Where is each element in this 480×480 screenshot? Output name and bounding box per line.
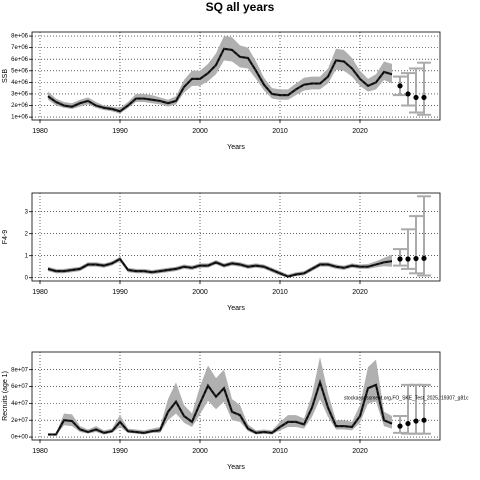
series-line-dash (48, 380, 393, 436)
y-tick-label: 3e+06 (11, 92, 29, 98)
confidence-band (48, 357, 392, 436)
forecast-point (397, 256, 403, 262)
forecast-point (421, 417, 427, 423)
y-tick-label: 0e+00 (11, 435, 29, 441)
forecast-point (405, 420, 411, 427)
y-tick-label: 3 (25, 209, 29, 215)
confidence-band (48, 36, 392, 114)
forecast-point (397, 83, 403, 89)
x-axis-label: Years (227, 305, 245, 312)
y-tick-label: 4e+06 (11, 80, 29, 86)
y-tick-label: 5e+06 (11, 68, 29, 74)
forecast-point (405, 256, 411, 262)
x-tick-label: 1980 (32, 289, 48, 296)
series-line-dash (47, 258, 393, 278)
plot-frame (31, 31, 441, 121)
y-tick-label: 8e+07 (11, 367, 29, 373)
forecast-point (397, 423, 403, 429)
x-tick-label: 2020 (352, 128, 368, 135)
x-tick-label: 2010 (272, 128, 288, 135)
forecast-point (413, 94, 419, 101)
x-axis-label: Years (227, 144, 245, 151)
x-tick-label: 1990 (112, 289, 128, 296)
y-tick-label: 6e+06 (11, 57, 29, 63)
y-tick-label: 2e+07 (11, 418, 29, 424)
forecast-point (405, 91, 411, 97)
x-tick-label: 1980 (32, 448, 48, 455)
x-tick-label: 1980 (32, 128, 48, 135)
forecast-point (421, 255, 427, 261)
y-axis-label: SSB (2, 69, 9, 83)
y-tick-label: 8e+06 (11, 34, 29, 40)
x-tick-label: 1990 (112, 128, 128, 135)
forecast-point (413, 255, 419, 262)
y-tick-label: 2 (25, 231, 29, 237)
x-tick-label: 2000 (192, 448, 208, 455)
y-axis-label: Recruits (age 1) (2, 371, 9, 421)
y-tick-label: 1e+06 (11, 115, 29, 121)
plot-frame (31, 192, 441, 282)
y-tick-label: 1 (25, 253, 29, 259)
annotation: stockassessment.org,FO_SKE_Test_2025,r19… (344, 395, 469, 401)
x-tick-label: 2010 (272, 448, 288, 455)
y-tick-label: 4e+07 (11, 401, 29, 407)
x-tick-label: 1990 (112, 448, 128, 455)
plot-frame (31, 351, 441, 441)
y-tick-label: 7e+06 (11, 45, 29, 51)
y-axis-label: F4-9 (2, 230, 9, 245)
x-tick-label: 2000 (192, 128, 208, 135)
x-tick-label: 2000 (192, 289, 208, 296)
y-tick-label: 0 (25, 275, 29, 281)
chart-title: SQ all years (206, 0, 275, 14)
x-axis-label: Years (227, 464, 245, 471)
series-line-dash (47, 48, 393, 112)
x-tick-label: 2020 (352, 289, 368, 296)
y-tick-label: 6e+07 (11, 384, 29, 390)
forecast-point (413, 418, 419, 424)
x-tick-label: 2010 (272, 289, 288, 296)
y-tick-label: 2e+06 (11, 103, 29, 109)
x-tick-label: 2020 (352, 448, 368, 455)
forecast-point (421, 94, 427, 101)
